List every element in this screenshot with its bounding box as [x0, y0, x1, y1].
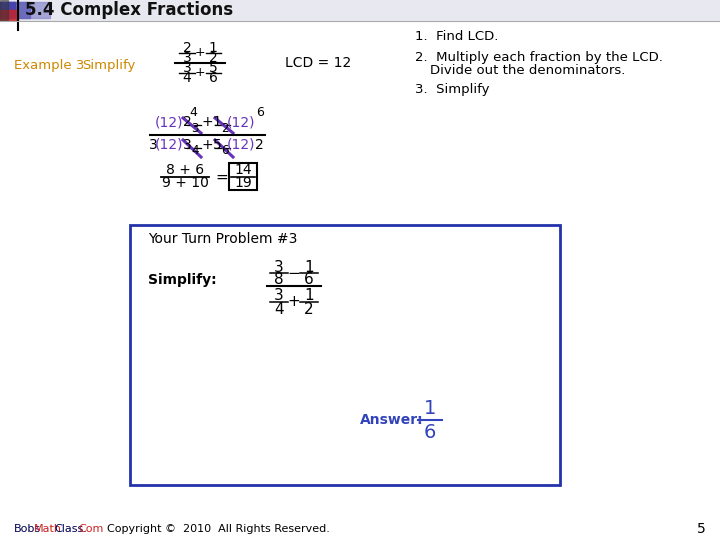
Text: 6: 6: [221, 145, 229, 158]
Text: 6: 6: [209, 71, 217, 85]
Text: 1: 1: [209, 41, 217, 55]
Text: 3: 3: [148, 138, 158, 152]
Text: Example 3.: Example 3.: [14, 58, 89, 71]
Text: (12): (12): [155, 115, 184, 129]
Text: 19: 19: [234, 176, 252, 190]
Text: 4: 4: [189, 105, 197, 118]
Text: Simplify: Simplify: [82, 58, 135, 71]
Text: Answer:: Answer:: [360, 413, 423, 427]
Text: 6: 6: [304, 273, 314, 287]
Text: 1.  Find LCD.: 1. Find LCD.: [415, 30, 498, 44]
Text: (12): (12): [227, 115, 256, 129]
Text: 5: 5: [212, 138, 221, 152]
Text: 2: 2: [304, 301, 314, 316]
Bar: [229, 163, 257, 190]
Text: 6: 6: [256, 105, 264, 118]
Bar: [0, 10, 18, 20]
Text: 1: 1: [424, 399, 436, 417]
Text: 3: 3: [274, 288, 284, 303]
Text: LCD = 12: LCD = 12: [285, 56, 351, 70]
Text: Com: Com: [78, 524, 104, 534]
Bar: [0, 2, 15, 18]
Text: 2: 2: [183, 115, 192, 129]
Text: 3: 3: [183, 51, 192, 65]
Bar: [0, 2, 30, 18]
Text: Math: Math: [34, 524, 62, 534]
Text: 1: 1: [212, 115, 222, 129]
Text: 2: 2: [255, 138, 264, 152]
Text: +: +: [201, 115, 213, 129]
Text: 8: 8: [274, 273, 284, 287]
Text: Copyright ©  2010  All Rights Reserved.: Copyright © 2010 All Rights Reserved.: [100, 524, 330, 534]
Text: 1: 1: [304, 288, 314, 303]
Text: 8 + 6: 8 + 6: [166, 163, 204, 177]
Text: −: −: [287, 266, 300, 280]
Text: =: =: [215, 170, 228, 185]
Text: 3: 3: [183, 61, 192, 75]
Text: 5: 5: [209, 61, 217, 75]
Text: (12): (12): [155, 138, 184, 152]
Bar: [0, 0, 8, 20]
Text: Divide out the denominators.: Divide out the denominators.: [430, 64, 626, 78]
Text: +: +: [287, 294, 300, 309]
Text: 4: 4: [183, 71, 192, 85]
Text: Your Turn Problem #3: Your Turn Problem #3: [148, 232, 297, 246]
Text: 1: 1: [304, 260, 314, 274]
Text: 2: 2: [209, 51, 217, 65]
Text: 9 + 10: 9 + 10: [161, 176, 208, 190]
Text: 3.  Simplify: 3. Simplify: [415, 84, 490, 97]
Text: 4: 4: [274, 301, 284, 316]
Text: +: +: [194, 66, 205, 79]
Text: Simplify:: Simplify:: [148, 273, 217, 287]
Text: +: +: [201, 138, 213, 152]
Text: Bobs: Bobs: [14, 524, 41, 534]
Text: 3: 3: [192, 122, 199, 134]
Text: 3: 3: [274, 260, 284, 274]
Text: 14: 14: [234, 163, 252, 177]
Text: 5.4 Complex Fractions: 5.4 Complex Fractions: [25, 1, 233, 19]
Bar: [0, 0, 720, 20]
Text: 2.  Multiply each fraction by the LCD.: 2. Multiply each fraction by the LCD.: [415, 51, 663, 64]
Text: 5: 5: [697, 522, 706, 536]
Text: (12): (12): [227, 138, 256, 152]
Text: 3: 3: [183, 138, 192, 152]
Text: 6: 6: [424, 422, 436, 442]
Text: +: +: [194, 46, 205, 59]
Bar: [0, 2, 50, 18]
Text: 4: 4: [192, 145, 199, 158]
Text: 2: 2: [221, 122, 229, 134]
Bar: [130, 225, 560, 485]
Text: Class.: Class.: [54, 524, 87, 534]
Text: 2: 2: [183, 41, 192, 55]
